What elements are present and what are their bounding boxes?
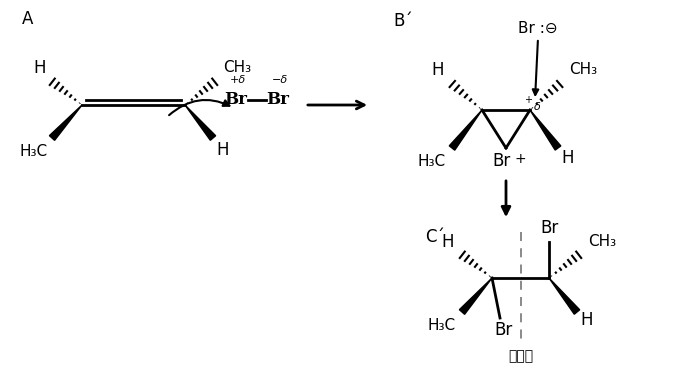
Text: CH₃: CH₃ bbox=[223, 61, 251, 75]
Text: Br: Br bbox=[492, 152, 510, 170]
FancyArrowPatch shape bbox=[169, 100, 230, 115]
Text: CH₃: CH₃ bbox=[588, 235, 616, 249]
Text: Br: Br bbox=[495, 321, 513, 339]
Text: H: H bbox=[562, 149, 574, 167]
Text: H: H bbox=[581, 311, 593, 329]
Text: B´: B´ bbox=[393, 12, 413, 30]
Text: +: + bbox=[514, 152, 526, 166]
Text: Br: Br bbox=[267, 90, 290, 108]
Polygon shape bbox=[185, 105, 216, 140]
Text: −δ: −δ bbox=[272, 75, 288, 85]
Text: Br: Br bbox=[540, 219, 558, 237]
Text: 対称面: 対称面 bbox=[508, 349, 533, 363]
Text: A: A bbox=[22, 10, 34, 28]
Polygon shape bbox=[459, 278, 492, 314]
Text: CH₃: CH₃ bbox=[569, 63, 597, 77]
Text: H₃C: H₃C bbox=[418, 154, 446, 169]
Text: +δ: +δ bbox=[230, 75, 246, 85]
Text: H: H bbox=[217, 141, 229, 159]
Polygon shape bbox=[450, 110, 482, 150]
Polygon shape bbox=[50, 105, 82, 140]
Text: +: + bbox=[524, 95, 532, 105]
Text: C´: C´ bbox=[425, 228, 445, 246]
Text: H₃C: H₃C bbox=[428, 319, 456, 334]
Text: H: H bbox=[34, 59, 46, 77]
Text: δ: δ bbox=[534, 102, 541, 112]
Text: H₃C: H₃C bbox=[20, 145, 48, 160]
Text: Br: Br bbox=[225, 90, 248, 108]
Polygon shape bbox=[549, 278, 580, 314]
Polygon shape bbox=[530, 110, 560, 150]
Text: H: H bbox=[442, 233, 454, 251]
Text: Br :⊖: Br :⊖ bbox=[518, 20, 558, 36]
Text: H: H bbox=[432, 61, 444, 79]
